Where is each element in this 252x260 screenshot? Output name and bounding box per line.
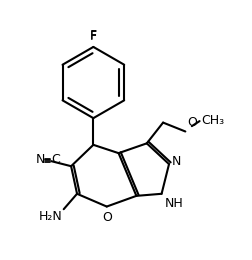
Text: CH₃: CH₃ [202, 114, 225, 127]
Text: C: C [51, 153, 60, 166]
Text: O: O [102, 211, 112, 224]
Text: F: F [90, 29, 97, 42]
Text: H₂N: H₂N [39, 210, 62, 223]
Text: O: O [187, 116, 197, 129]
Text: F: F [90, 30, 97, 43]
Text: N: N [172, 155, 181, 168]
Text: NH: NH [165, 197, 184, 210]
Text: N: N [35, 153, 45, 166]
